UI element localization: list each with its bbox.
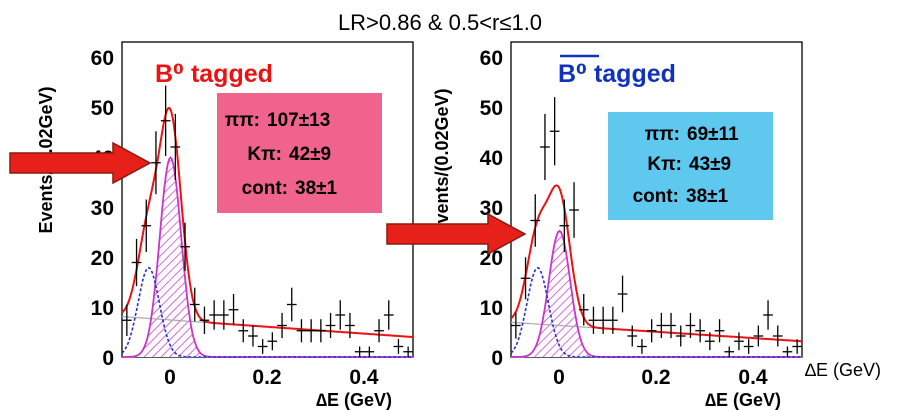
y-tick-label: 20	[480, 247, 503, 270]
x-tick-label: 0	[164, 366, 176, 389]
signal-hatched-area	[122, 157, 413, 357]
panel-title: B⁰ tagged	[558, 60, 676, 88]
info-pipi-label: ππ:	[645, 124, 680, 145]
info-pipi-label: ππ:	[225, 110, 260, 131]
y-tick-label: 60	[480, 47, 503, 70]
x-tick-label: 0	[553, 366, 565, 389]
arrow-right-icon	[9, 141, 152, 185]
info-pipi-value: 69±11	[687, 124, 739, 145]
y-tick-label: 50	[480, 97, 503, 120]
info-box	[608, 112, 773, 220]
y-ticks: 0 10 20 30 40 50 60	[91, 47, 114, 370]
panel-title-bg	[550, 52, 740, 92]
x-tick-label: 0.4	[738, 366, 768, 389]
panel-b0bar-tagged: B⁰ tagged ππ: 69±11 Kπ: 43±9 cont: 38±1 …	[432, 41, 803, 410]
info-kpi-value: 43±9	[689, 154, 731, 175]
kpi-curve	[510, 266, 802, 358]
y-axis-label: Events/(0.02GeV)	[432, 88, 452, 235]
info-pipi-value: 107±13	[267, 110, 330, 131]
info-kpi-value: 42±9	[289, 144, 331, 165]
x-ticks: 0 0.2 0.4	[553, 366, 768, 389]
info-box	[217, 93, 382, 213]
signal-hatched-area	[511, 231, 802, 357]
y-tick-label: 30	[91, 197, 114, 220]
y-tick-label: 0	[102, 347, 114, 370]
x-tick-label: 0.2	[641, 366, 670, 389]
y-tick-label: 10	[91, 297, 114, 320]
total-fit-curve	[121, 106, 414, 339]
x-tick-label: 0.4	[349, 366, 379, 389]
x-ticks: 0 0.2 0.4	[164, 366, 379, 389]
y-tick-label: 40	[480, 147, 503, 170]
y-ticks: 0 10 20 30 40 50 60	[480, 47, 503, 370]
panel-title-bg	[146, 52, 326, 92]
data-layer	[510, 97, 803, 358]
kpi-curve	[121, 266, 413, 358]
y-tick-label: 30	[480, 197, 503, 220]
y-tick-label: 50	[91, 97, 114, 120]
info-kpi-label: Kπ:	[647, 154, 682, 175]
panel-b0-tagged: B⁰ tagged ππ: 107±13 Kπ: 42±9 cont: 38±1…	[36, 41, 414, 410]
panel-title: B⁰ tagged	[155, 60, 273, 88]
total-fit-curve	[510, 184, 803, 343]
x-tick-label: 0.2	[252, 366, 281, 389]
x-axis-label: ∆E (GeV)	[705, 390, 781, 410]
figure-title: LR>0.86 & 0.5<r≤1.0	[338, 10, 542, 35]
info-cont-value: 38±1	[295, 178, 338, 199]
info-cont-value: 38±1	[686, 186, 729, 207]
data-layer	[121, 85, 414, 358]
extra-axis-label: ∆E (GeV)	[805, 360, 881, 380]
y-tick-label: 0	[491, 347, 503, 370]
y-tick-label: 10	[480, 297, 503, 320]
y-tick-label: 60	[91, 47, 114, 70]
info-cont-label: cont:	[633, 186, 679, 207]
y-tick-label: 20	[91, 247, 114, 270]
info-cont-label: cont:	[242, 178, 288, 199]
info-kpi-label: Kπ:	[247, 144, 282, 165]
arrow-right-icon	[386, 212, 527, 256]
x-axis-label: ∆E (GeV)	[316, 390, 392, 410]
